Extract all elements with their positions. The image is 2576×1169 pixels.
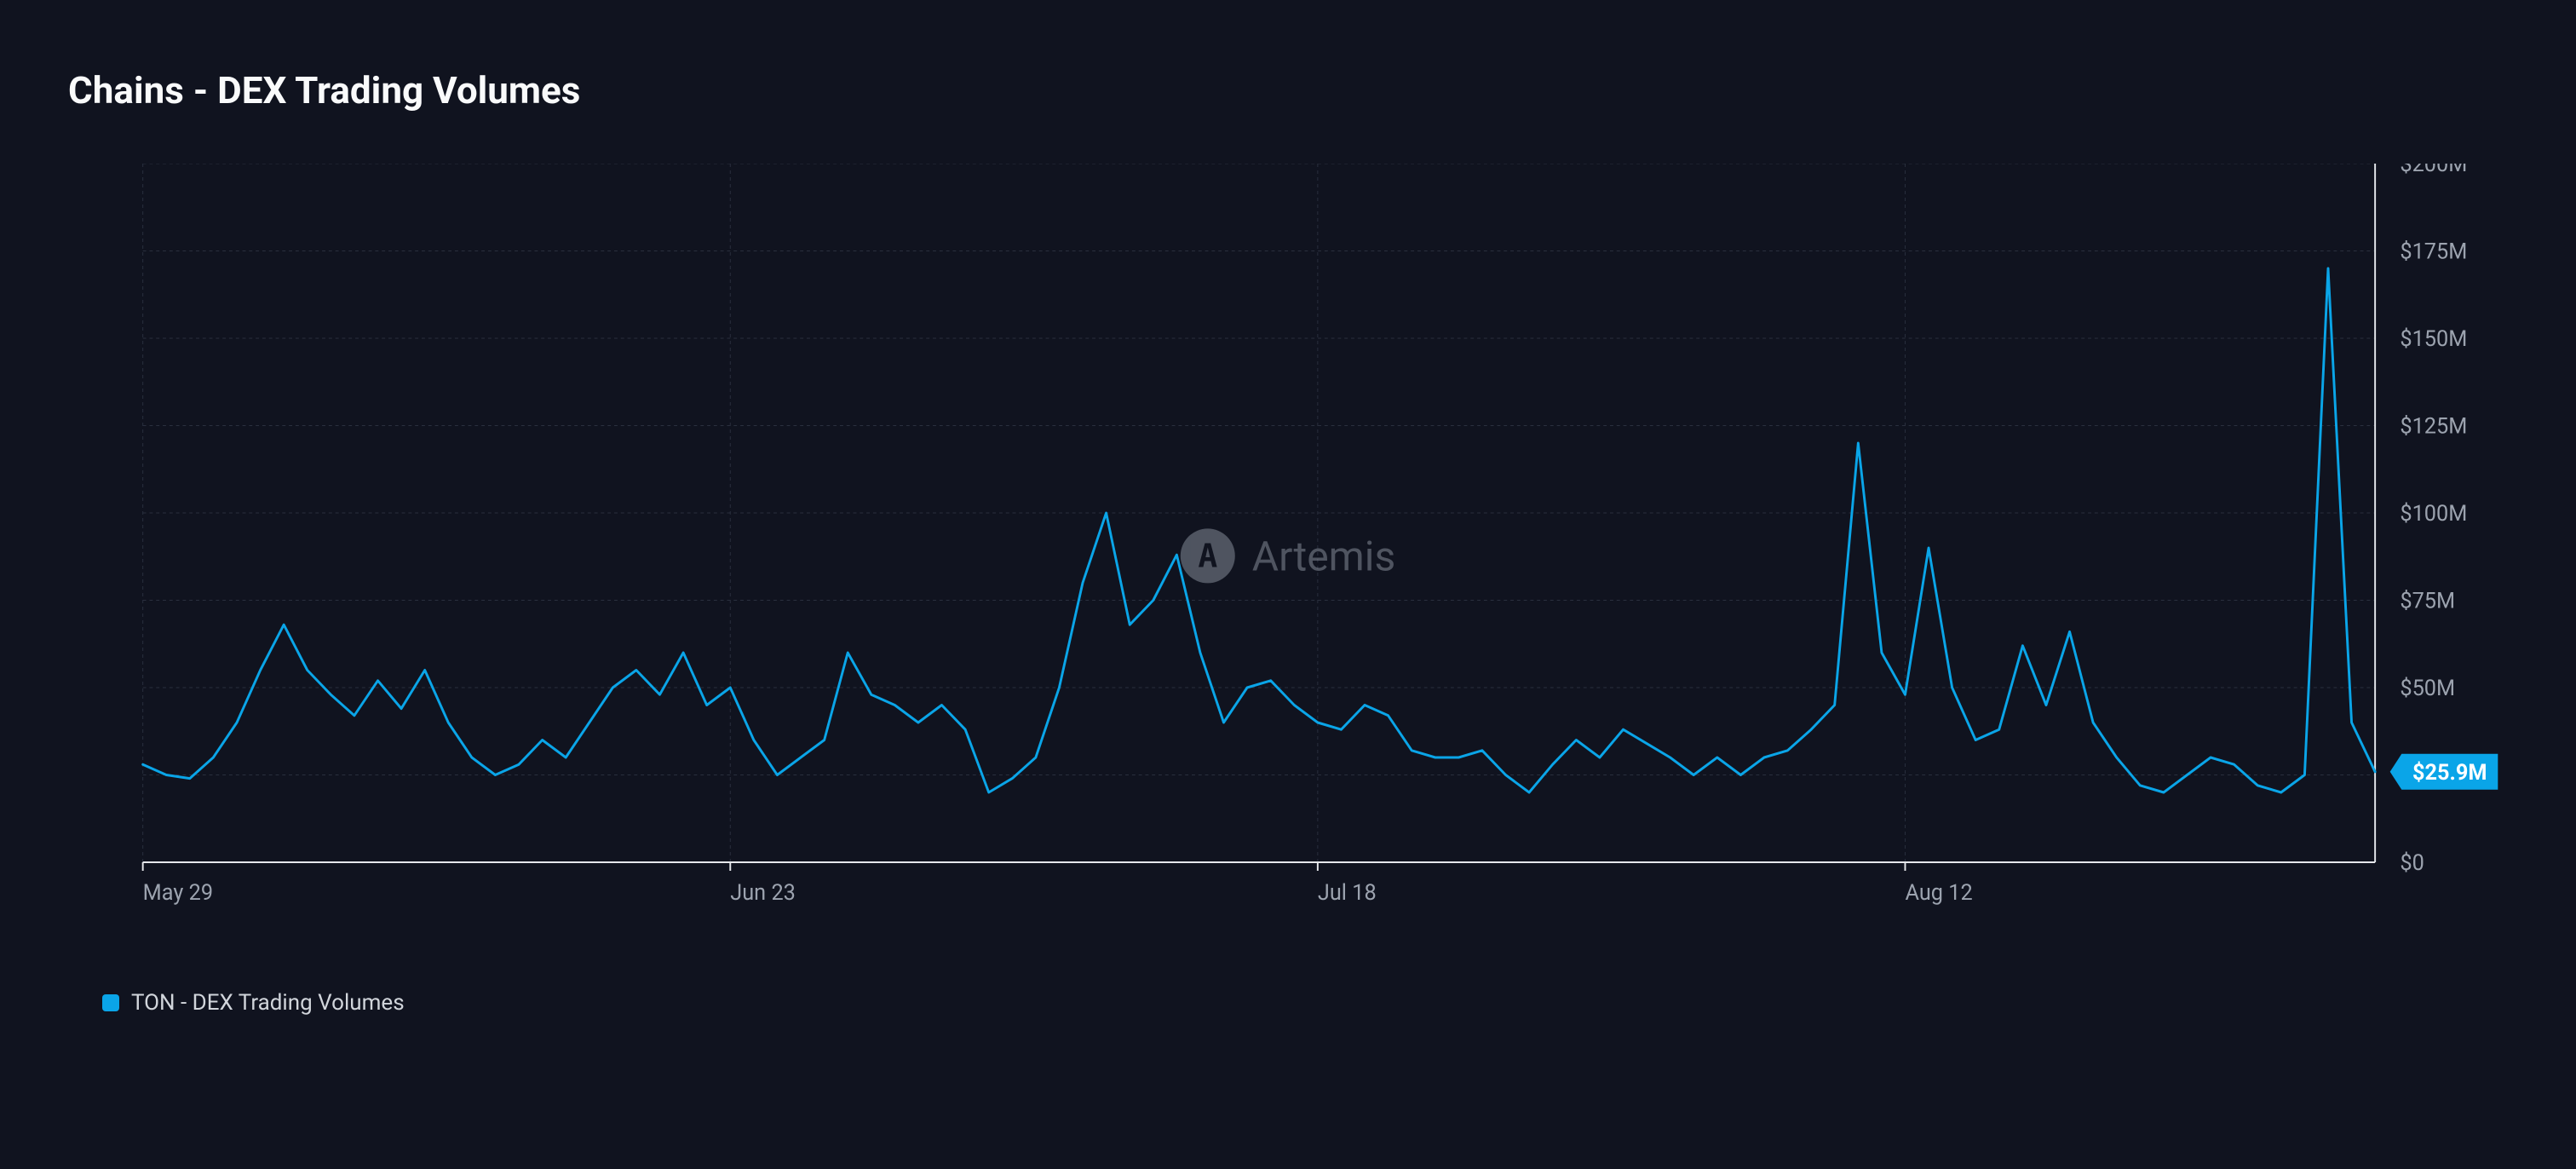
y-axis-label: $0 bbox=[2400, 850, 2424, 876]
y-axis-label: $200M bbox=[2400, 164, 2467, 177]
series-line bbox=[143, 268, 2375, 792]
x-axis-label: Jul 18 bbox=[1318, 880, 1377, 906]
legend: TON - DEX Trading Volumes bbox=[68, 990, 2508, 1016]
y-axis-label: $150M bbox=[2400, 326, 2467, 352]
x-axis-label: May 29 bbox=[143, 880, 213, 906]
y-axis-label: $75M bbox=[2400, 588, 2455, 613]
legend-label: TON - DEX Trading Volumes bbox=[131, 990, 405, 1016]
y-axis-label: $50M bbox=[2400, 676, 2455, 701]
y-axis-label: $100M bbox=[2400, 501, 2467, 527]
legend-swatch bbox=[102, 994, 119, 1011]
current-value-text: $25.9M bbox=[2412, 760, 2487, 786]
chart-wrapper: $0$25M$50M$75M$100M$125M$150M$175M$200MM… bbox=[68, 164, 2508, 965]
y-axis-label: $125M bbox=[2400, 413, 2467, 439]
x-axis-label: Jun 23 bbox=[730, 880, 796, 906]
y-axis-label: $175M bbox=[2400, 239, 2467, 264]
chart-svg: $0$25M$50M$75M$100M$125M$150M$175M$200MM… bbox=[68, 164, 2508, 965]
chart-container: Chains - DEX Trading Volumes $0$25M$50M$… bbox=[0, 0, 2576, 1169]
chart-title: Chains - DEX Trading Volumes bbox=[68, 68, 2508, 112]
x-axis-label: Aug 12 bbox=[1905, 880, 1972, 906]
